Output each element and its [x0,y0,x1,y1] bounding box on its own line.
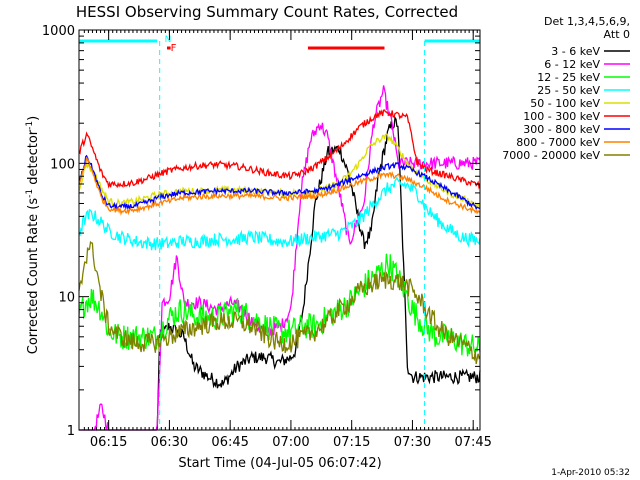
x-axis-label: Start Time (04-Jul-05 06:07:42) [178,456,381,471]
plot-frame [78,29,481,431]
x-tick-label: 06:15 [90,435,127,450]
legend-label-100-300-kev: 100 - 300 keV [523,110,600,123]
legend-label-300-800-kev: 300 - 800 keV [523,123,600,136]
flare-flag-label: F [171,43,177,54]
y-axis-label: Corrected Count Rate (s-1 detector-1) [25,116,41,354]
series-line-100-300-kev [78,108,481,190]
y-tick-label: 1000 [42,24,75,39]
series-line-12-25-kev [78,253,481,357]
legend-label-7000-20000-kev: 7000 - 20000 keV [502,149,600,162]
legend-label-6-12-kev: 6 - 12 keV [544,58,600,71]
y-tick-label: 10 [58,291,75,306]
x-tick-label: 07:45 [454,435,491,450]
series-line-800-7000-kev [78,156,481,216]
y-axis-label-sup2: -1 [25,121,35,130]
legend-label-3-6-kev: 3 - 6 keV [551,45,600,58]
legend-label-50-100-kev: 50 - 100 keV [530,97,600,110]
legend-label-800-7000-kev: 800 - 7000 keV [516,136,600,149]
y-axis-label-sup1: -1 [25,189,35,198]
axes-layer: 1 10 100 1000 06:15 06:30 06:45 07:00 07:15 07:30… [42,24,492,450]
plot-date-stamp: 1-Apr-2010 05:32 [551,468,630,478]
flags-layer: NF [79,35,480,430]
series-line-300-800-kev [78,154,481,212]
legend-label-12-25-kev: 12 - 25 keV [537,71,600,84]
x-tick-label: 06:45 [211,435,248,450]
y-tick-label: 1 [67,424,75,439]
x-tick-label: 07:30 [394,435,431,450]
x-tick-label: 07:00 [272,435,309,450]
series-line-7000-20000-kev [78,240,481,365]
y-tick-label: 100 [50,157,75,172]
y-axis-label-part1: Corrected Count Rate (s [26,198,41,355]
legend-header-attenuator: Att 0 [604,28,630,41]
chart-title: HESSI Observing Summary Count Rates, Cor… [76,3,458,21]
legend-label-25-50-kev: 25 - 50 keV [537,84,600,97]
y-axis-label-part2: detector [26,129,41,189]
x-tick-label: 06:30 [151,435,188,450]
y-axis-label-part3: ) [26,116,41,121]
night-flag-label: N [165,35,172,45]
x-tick-label: 07:15 [333,435,370,450]
legend-header-detectors: Det 1,3,4,5,6,9, [544,15,630,28]
